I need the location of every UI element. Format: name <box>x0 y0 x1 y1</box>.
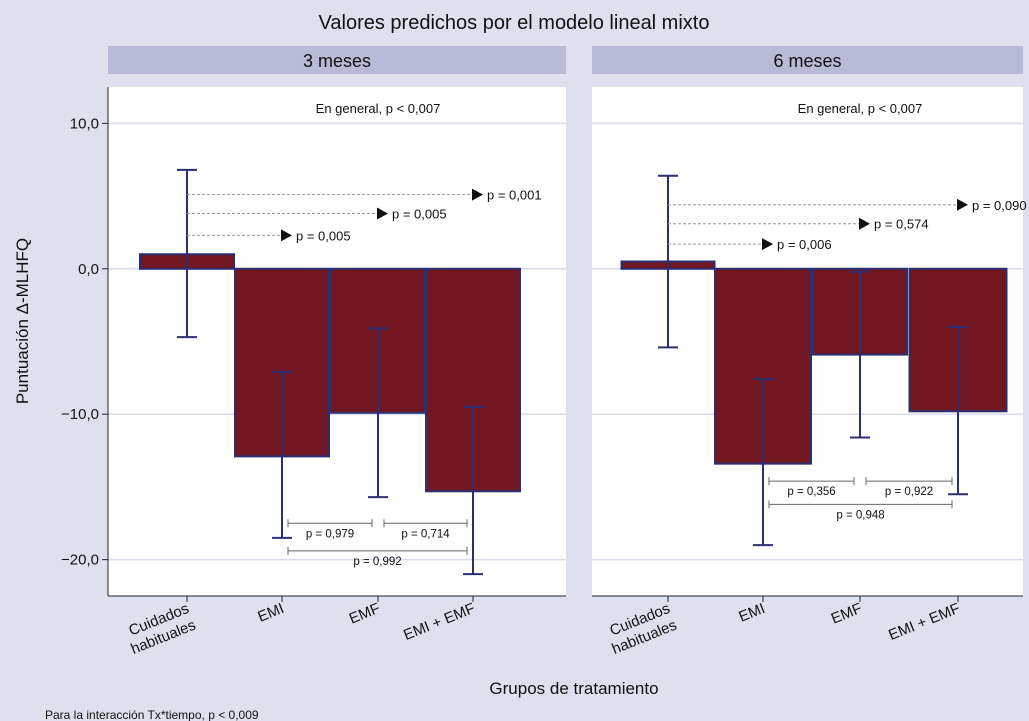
pairwise-p-label: p = 0,979 <box>306 528 354 540</box>
y-tick-label: −10,0 <box>61 406 99 423</box>
y-tick-label: 0,0 <box>78 261 99 278</box>
x-tick-label: Cuidadoshabituales <box>122 600 199 658</box>
x-tick-label: EMI <box>736 600 767 626</box>
comparison-arrow <box>859 217 870 230</box>
x-tick-label-line: EMI + EMF <box>401 600 477 644</box>
panel-strip <box>592 46 1023 74</box>
x-axis-title: Grupos de tratamiento <box>489 679 658 698</box>
x-tick-label-line: EMI + EMF <box>886 600 962 644</box>
footnote: Para la interacción Tx*tiempo, p < 0,009 <box>45 708 259 721</box>
x-tick-label: EMF <box>829 600 865 628</box>
x-tick-label-line: EMI <box>255 600 286 626</box>
x-tick-label: EMI + EMF <box>886 600 962 644</box>
panel-label: 3 meses <box>303 51 371 71</box>
comparison-arrow <box>377 207 388 220</box>
y-tick-label: −20,0 <box>61 552 99 569</box>
pairwise-p-label: p = 0,922 <box>885 486 933 498</box>
pairwise-p-label: p = 0,948 <box>836 509 884 521</box>
panel-strip <box>108 46 566 74</box>
x-tick-label-line: EMF <box>347 600 383 628</box>
x-tick-label: EMF <box>347 600 383 628</box>
comparison-p-label: p = 0,006 <box>777 237 832 252</box>
x-tick-label: EMI + EMF <box>401 600 477 644</box>
comparison-p-label: p = 0,005 <box>392 207 447 222</box>
pairwise-p-label: p = 0,714 <box>401 528 450 540</box>
pairwise-p-label: p = 0,356 <box>787 486 835 498</box>
chart-title: Valores predichos por el modelo lineal m… <box>319 12 710 34</box>
comparison-p-label: p = 0,574 <box>874 217 929 232</box>
panel-label: 6 meses <box>773 51 841 71</box>
comparison-arrow <box>472 188 483 201</box>
comparison-p-label: p = 0,090 <box>972 198 1027 213</box>
x-tick-label-line: EMF <box>829 600 865 628</box>
comparison-arrow <box>957 198 968 211</box>
pairwise-p-label: p = 0,992 <box>353 556 401 568</box>
x-tick-label-line: EMI <box>736 600 767 626</box>
comparison-p-label: p = 0,005 <box>296 228 351 243</box>
panel-1: 3 meses 10,0 0,0 −10,0 −20,0 En general, p < … <box>61 46 566 658</box>
overall-p-label: En general, p < 0,007 <box>316 101 441 116</box>
x-tick-label: Cuidadoshabituales <box>603 600 680 658</box>
panel-2: 6 meses En general, p < 0,007 p = 0,006 p =… <box>592 46 1027 658</box>
comparison-arrow <box>281 229 292 242</box>
x-tick-label: EMI <box>255 600 286 626</box>
overall-p-label: En general, p < 0,007 <box>798 101 923 116</box>
comparison-p-label: p = 0,001 <box>487 188 542 203</box>
comparison-arrow <box>762 238 773 251</box>
y-tick-label: 10,0 <box>70 115 99 132</box>
y-axis-title: Puntuación Δ-MLHFQ <box>13 238 32 404</box>
